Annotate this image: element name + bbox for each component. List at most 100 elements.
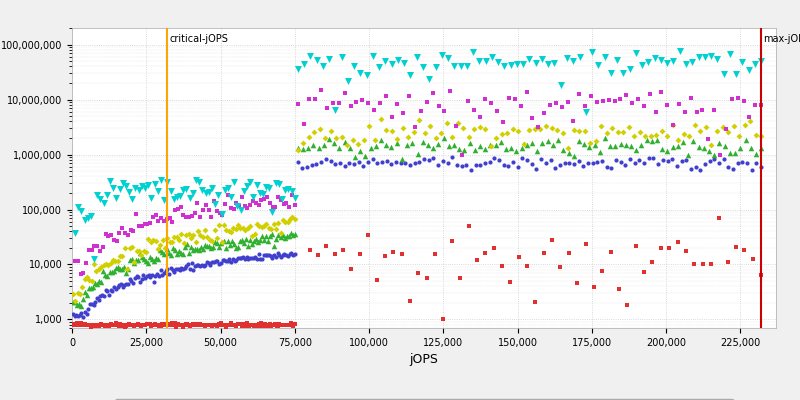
Point: [466, 49, 479, 55]
Point: [585, 93, 598, 99]
Point: [194, 263, 206, 270]
Point: [259, 252, 272, 258]
Point: [232, 254, 245, 261]
Point: [103, 269, 116, 275]
Point: [631, 96, 644, 102]
Point: [138, 275, 151, 282]
Point: [490, 135, 502, 141]
Point: [280, 322, 293, 328]
Point: [276, 321, 289, 328]
Point: [179, 321, 192, 328]
Point: [324, 158, 337, 164]
Point: [504, 62, 517, 68]
Point: [173, 322, 186, 328]
Point: [291, 66, 304, 72]
Point: [185, 234, 198, 241]
Point: [106, 288, 119, 294]
Point: [222, 185, 234, 191]
Point: [199, 190, 212, 196]
Point: [635, 141, 648, 148]
Point: [514, 103, 527, 109]
Point: [102, 323, 115, 329]
Point: [508, 96, 521, 102]
Point: [116, 180, 129, 187]
Point: [404, 162, 417, 168]
Point: [227, 225, 240, 231]
Point: [232, 222, 245, 228]
Point: [594, 149, 606, 155]
Point: [531, 148, 544, 154]
Point: [122, 189, 135, 196]
Point: [319, 135, 332, 141]
Point: [224, 320, 237, 326]
Point: [430, 135, 442, 141]
Point: [165, 265, 178, 272]
Point: [550, 100, 562, 106]
Point: [675, 158, 688, 164]
Point: [252, 202, 265, 208]
Point: [142, 236, 155, 243]
Point: [85, 213, 98, 219]
Point: [199, 242, 212, 248]
Point: [70, 321, 82, 328]
Point: [192, 228, 205, 234]
Point: [153, 323, 166, 329]
Point: [250, 182, 263, 188]
Point: [206, 258, 218, 265]
Point: [684, 95, 697, 101]
Point: [238, 323, 251, 329]
Point: [438, 108, 450, 114]
Point: [223, 255, 236, 262]
Point: [737, 98, 750, 104]
Point: [586, 160, 599, 166]
Point: [106, 322, 118, 328]
Point: [354, 148, 366, 154]
Point: [175, 322, 188, 328]
Point: [162, 322, 175, 328]
Point: [354, 251, 366, 257]
Point: [373, 64, 386, 70]
Point: [82, 306, 94, 312]
Point: [113, 185, 126, 192]
Point: [390, 140, 403, 146]
Point: [230, 257, 242, 264]
Point: [82, 284, 95, 291]
Point: [726, 165, 739, 172]
Point: [358, 137, 370, 144]
Point: [523, 127, 536, 134]
Point: [185, 260, 198, 266]
Point: [587, 284, 600, 290]
Point: [352, 159, 365, 165]
Point: [468, 126, 481, 132]
Point: [266, 254, 279, 261]
Point: [283, 204, 296, 210]
Point: [209, 200, 222, 207]
Point: [118, 324, 131, 330]
Point: [454, 63, 467, 70]
Point: [258, 222, 270, 229]
Point: [600, 130, 613, 136]
Point: [130, 248, 143, 254]
Point: [549, 165, 562, 171]
Point: [492, 59, 505, 65]
Point: [521, 142, 534, 148]
Point: [470, 257, 483, 263]
Point: [310, 57, 323, 63]
Point: [111, 263, 124, 270]
Point: [530, 165, 543, 172]
Point: [66, 298, 79, 305]
Point: [70, 312, 82, 319]
Point: [219, 258, 232, 264]
Point: [539, 160, 552, 166]
Point: [254, 237, 266, 243]
Point: [703, 158, 716, 164]
Point: [652, 160, 665, 167]
Point: [686, 59, 698, 66]
Point: [262, 224, 275, 231]
Point: [173, 237, 186, 244]
Point: [66, 311, 79, 318]
Point: [310, 160, 323, 167]
Point: [177, 212, 190, 218]
Point: [341, 141, 354, 148]
Point: [73, 301, 86, 307]
